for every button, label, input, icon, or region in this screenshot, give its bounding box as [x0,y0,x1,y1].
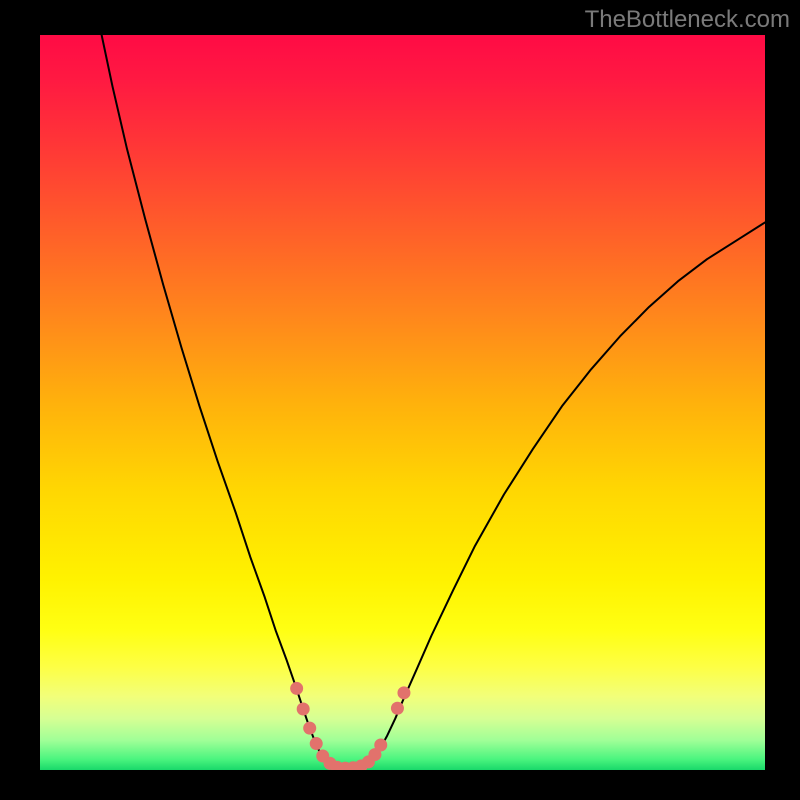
curve-marker [374,739,387,752]
watermark-text: TheBottleneck.com [585,6,790,34]
curve-marker [290,682,303,695]
plot-area [40,35,765,770]
curve-marker [391,702,404,715]
plot-svg [40,35,765,770]
curve-marker [397,686,410,699]
curve-marker [310,737,323,750]
chart-canvas: TheBottleneck.com [0,0,800,800]
curve-marker [303,722,316,735]
plot-background [40,35,765,770]
curve-marker [297,703,310,716]
